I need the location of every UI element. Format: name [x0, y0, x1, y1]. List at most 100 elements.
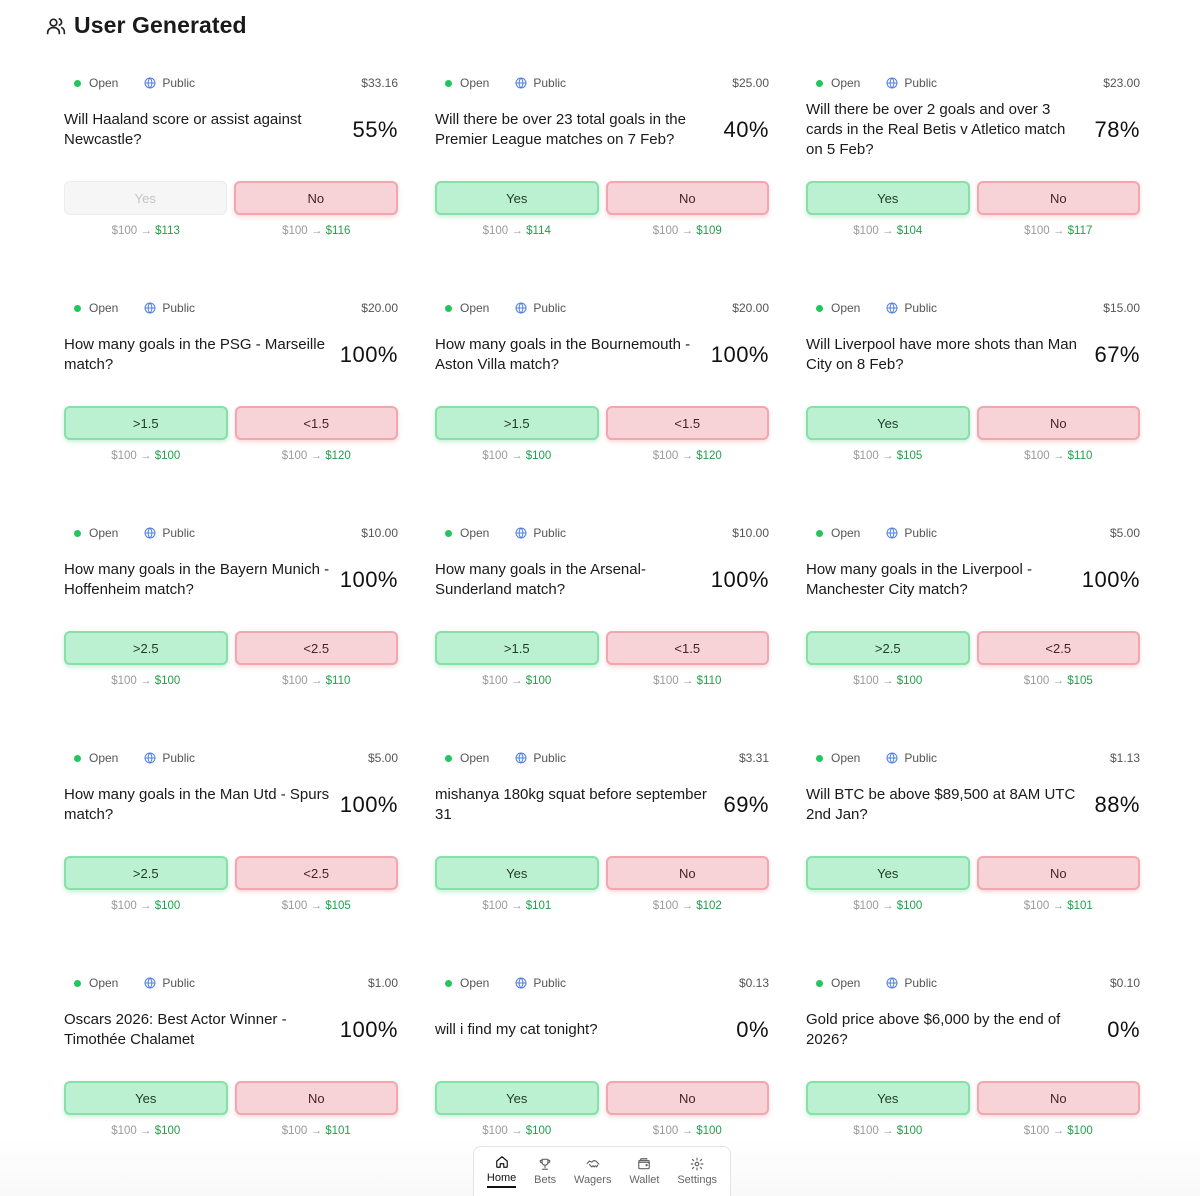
- yes-button[interactable]: Yes: [435, 181, 599, 215]
- market-question[interactable]: Will Haaland score or assist against New…: [64, 111, 302, 148]
- market-card[interactable]: Open Public $5.00 How many goals in the Man…: [64, 739, 398, 964]
- yes-button[interactable]: Yes: [64, 181, 227, 215]
- no-button[interactable]: No: [233, 181, 398, 215]
- arrow-icon: →: [681, 225, 694, 237]
- market-card[interactable]: Open Public $25.00 Will there be over 23 to…: [435, 64, 769, 289]
- no-payout: $100 → $110: [235, 675, 399, 687]
- card-meta: Open Public $10.00: [64, 526, 398, 540]
- no-button[interactable]: <1.5: [234, 406, 398, 440]
- status-badge: Open: [816, 526, 860, 540]
- yes-button[interactable]: Yes: [64, 1081, 228, 1115]
- market-question[interactable]: Oscars 2026: Best Actor Winner - Timothé…: [64, 1011, 287, 1048]
- no-button[interactable]: <1.5: [605, 406, 769, 440]
- market-card[interactable]: Open Public $1.13 Will BTC be above $89,500…: [806, 739, 1140, 964]
- market-card[interactable]: Open Public $20.00 How many goals in the PS…: [64, 289, 398, 514]
- market-card[interactable]: Open Public $10.00 How many goals in the Ar…: [435, 514, 769, 739]
- yes-button[interactable]: Yes: [806, 856, 970, 890]
- yes-payout-to: $105: [896, 450, 923, 462]
- yes-button[interactable]: >1.5: [435, 406, 599, 440]
- market-percent: 100%: [339, 342, 398, 367]
- no-button[interactable]: No: [976, 181, 1140, 215]
- yes-button[interactable]: >2.5: [64, 631, 228, 665]
- arrow-icon: →: [1052, 450, 1065, 462]
- status-dot-icon: [74, 529, 81, 537]
- market-card[interactable]: Open Public $23.00 Will there be over 2 goa…: [806, 64, 1140, 289]
- market-card[interactable]: Open Public $33.16 Will Haaland score or as…: [64, 64, 398, 289]
- market-question[interactable]: mishanya 180kg squat before september 31: [435, 786, 707, 823]
- yes-button[interactable]: >1.5: [435, 631, 599, 665]
- no-payout-to: $120: [696, 450, 722, 462]
- market-question[interactable]: How many goals in the Bournemouth - Asto…: [435, 336, 691, 373]
- market-question[interactable]: will i find my cat tonight?: [435, 1021, 598, 1038]
- market-card[interactable]: Open Public $3.31 mishanya 180kg squat befo…: [435, 739, 769, 964]
- yes-button[interactable]: Yes: [806, 181, 970, 215]
- market-card[interactable]: Open Public $10.00 How many goals in the Ba…: [64, 514, 398, 739]
- status-label: Open: [89, 301, 119, 315]
- no-button[interactable]: No: [976, 856, 1140, 890]
- yes-payout-from: $100: [111, 675, 137, 687]
- no-button[interactable]: No: [605, 856, 769, 890]
- nav-home[interactable]: Home: [486, 1155, 517, 1188]
- no-button[interactable]: <2.5: [234, 631, 398, 665]
- nav-wagers-label: Wagers: [573, 1174, 612, 1186]
- no-button[interactable]: <1.5: [605, 631, 769, 665]
- yes-payout-to: $101: [525, 900, 552, 912]
- market-card[interactable]: Open Public $5.00 How many goals in the Liv…: [806, 514, 1140, 739]
- nav-wallet[interactable]: Wallet: [629, 1157, 659, 1186]
- market-card[interactable]: Open Public $0.13 will i find my cat tonigh…: [435, 964, 769, 1189]
- nav-settings[interactable]: Settings: [677, 1157, 717, 1186]
- yes-button[interactable]: >1.5: [64, 406, 228, 440]
- status-badge: Open: [816, 976, 860, 990]
- yes-button[interactable]: >2.5: [64, 856, 228, 890]
- no-button[interactable]: <2.5: [234, 856, 398, 890]
- no-button[interactable]: No: [605, 1081, 769, 1115]
- question-row: Will there be over 23 total goals in the…: [435, 100, 769, 160]
- status-label: Open: [460, 751, 490, 765]
- globe-icon: [515, 302, 527, 314]
- no-payout: $100 → $110: [977, 450, 1141, 462]
- market-question[interactable]: How many goals in the Liverpool - Manche…: [806, 561, 1032, 598]
- visibility-label: Public: [162, 76, 196, 90]
- visibility-badge: Public: [515, 751, 566, 765]
- no-payout-from: $100: [652, 225, 679, 237]
- no-button[interactable]: No: [976, 406, 1140, 440]
- market-question[interactable]: How many goals in the PSG - Marseille ma…: [64, 336, 325, 373]
- yes-button[interactable]: >2.5: [806, 631, 970, 665]
- market-question[interactable]: How many goals in the Bayern Munich - Ho…: [64, 561, 330, 598]
- status-label: Open: [89, 526, 119, 540]
- nav-bets[interactable]: Bets: [534, 1157, 556, 1186]
- visibility-label: Public: [904, 76, 938, 90]
- no-button[interactable]: <2.5: [976, 631, 1140, 665]
- market-percent: 100%: [339, 1017, 398, 1042]
- no-payout: $100 → $105: [977, 675, 1141, 687]
- no-payout: $100 → $120: [235, 450, 399, 462]
- no-button[interactable]: No: [605, 181, 769, 215]
- yes-button[interactable]: Yes: [806, 1081, 970, 1115]
- no-button[interactable]: No: [234, 1081, 398, 1115]
- arrow-icon: →: [681, 675, 694, 687]
- no-button[interactable]: No: [976, 1081, 1140, 1115]
- market-question[interactable]: How many goals in the Arsenal-Sunderland…: [435, 561, 646, 598]
- payout-row: $100 → $100 $100 → $120: [64, 450, 398, 462]
- market-card[interactable]: Open Public $0.10 Gold price above $6,000 b…: [806, 964, 1140, 1189]
- pool-amount: $20.00: [361, 301, 398, 315]
- market-percent: 0%: [736, 1017, 769, 1042]
- market-question[interactable]: How many goals in the Man Utd - Spurs ma…: [64, 786, 330, 823]
- market-question[interactable]: Will Liverpool have more shots than Man …: [806, 336, 1077, 373]
- yes-button[interactable]: Yes: [435, 856, 599, 890]
- nav-wagers[interactable]: Wagers: [573, 1157, 612, 1186]
- market-question[interactable]: Will BTC be above $89,500 at 8AM UTC 2nd…: [806, 786, 1076, 823]
- market-card[interactable]: Open Public $15.00 Will Liverpool have more…: [806, 289, 1140, 514]
- market-card[interactable]: Open Public $1.00 Oscars 2026: Best Actor W…: [64, 964, 398, 1189]
- yes-button[interactable]: Yes: [806, 406, 970, 440]
- market-question[interactable]: Will there be over 2 goals and over 3 ca…: [806, 101, 1066, 158]
- market-card[interactable]: Open Public $20.00 How many goals in the Bo…: [435, 289, 769, 514]
- market-question[interactable]: Gold price above $6,000 by the end of 20…: [806, 1011, 1061, 1048]
- market-question[interactable]: Will there be over 23 total goals in the…: [435, 111, 686, 148]
- card-meta: Open Public $5.00: [806, 526, 1140, 540]
- gear-icon: [690, 1157, 704, 1171]
- payout-row: $100 → $100 $100 → $100: [435, 1125, 769, 1137]
- yes-button[interactable]: Yes: [435, 1081, 599, 1115]
- visibility-badge: Public: [886, 301, 937, 315]
- no-payout-from: $100: [281, 900, 308, 912]
